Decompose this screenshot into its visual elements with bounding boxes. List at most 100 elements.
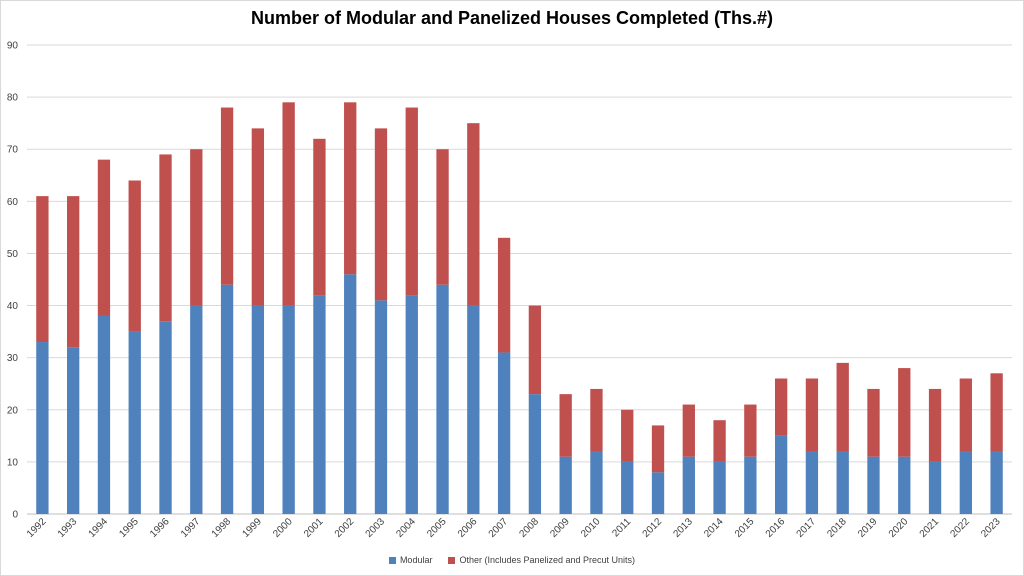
x-tick-label: 1995 xyxy=(117,516,141,540)
bar-other-1993 xyxy=(67,196,80,348)
x-tick-label: 1999 xyxy=(240,516,264,540)
bar-modular-1992 xyxy=(36,342,49,514)
y-tick-label: 70 xyxy=(7,145,19,156)
x-tick-label: 2022 xyxy=(948,516,972,540)
bar-modular-2003 xyxy=(374,300,388,514)
bar-other-1998 xyxy=(220,107,234,285)
bar-modular-2015 xyxy=(744,456,757,514)
x-tick-label: 1996 xyxy=(148,516,172,540)
bar-other-2006 xyxy=(467,123,480,306)
bar-modular-2018 xyxy=(836,451,849,514)
bar-modular-2016 xyxy=(774,435,788,514)
bar-other-1995 xyxy=(128,180,141,332)
bar-modular-2017 xyxy=(805,451,819,514)
y-tick-label: 60 xyxy=(7,197,19,208)
bar-modular-2008 xyxy=(528,394,542,514)
bar-other-2018 xyxy=(836,362,849,452)
bar-other-2016 xyxy=(774,378,788,436)
bar-other-1999 xyxy=(251,128,265,306)
x-tick-label: 1998 xyxy=(210,516,234,540)
bar-modular-1995 xyxy=(128,331,141,514)
x-tick-label: 2018 xyxy=(825,516,849,540)
bar-other-2001 xyxy=(313,138,326,296)
bar-modular-1994 xyxy=(97,315,111,514)
bar-other-2023 xyxy=(990,373,1003,452)
x-tick-label: 2017 xyxy=(795,516,819,540)
bar-other-1996 xyxy=(159,154,172,322)
bar-modular-2004 xyxy=(405,295,418,514)
x-tick-label: 2010 xyxy=(579,516,603,540)
bar-other-1994 xyxy=(97,159,111,316)
y-tick-label: 10 xyxy=(7,457,19,468)
bar-other-2009 xyxy=(559,394,572,457)
x-tick-label: 2002 xyxy=(333,516,357,540)
y-tick-label: 0 xyxy=(12,510,18,521)
x-tick-label: 2009 xyxy=(548,516,572,540)
bar-modular-2000 xyxy=(282,305,295,514)
bar-modular-2023 xyxy=(990,451,1003,514)
bar-modular-2012 xyxy=(651,472,665,514)
bar-other-2020 xyxy=(898,368,911,457)
bar-modular-2011 xyxy=(621,461,634,514)
legend-swatch-modular xyxy=(388,556,396,564)
bar-modular-2005 xyxy=(436,284,449,514)
y-tick-label: 40 xyxy=(7,301,19,312)
bar-other-2022 xyxy=(959,378,972,452)
chart-title: Number of Modular and Panelized Houses C… xyxy=(250,8,774,28)
legend-item-other: Other (Includes Panelized and Precut Uni… xyxy=(448,555,635,565)
bar-other-2015 xyxy=(744,404,757,457)
bar-other-2012 xyxy=(651,425,665,473)
x-tick-label: 2012 xyxy=(641,516,665,540)
x-tick-label: 2014 xyxy=(702,516,726,540)
bar-other-2017 xyxy=(805,378,819,452)
bar-modular-2014 xyxy=(713,461,726,514)
bar-modular-2013 xyxy=(682,456,695,514)
bar-modular-1999 xyxy=(251,305,265,514)
x-tick-label: 2006 xyxy=(456,516,480,540)
bar-modular-1997 xyxy=(190,305,203,514)
bar-modular-1993 xyxy=(67,347,80,514)
bar-other-2010 xyxy=(590,388,603,452)
bar-other-2011 xyxy=(621,409,634,462)
bar-other-2003 xyxy=(374,128,388,301)
bar-modular-2007 xyxy=(497,352,511,514)
x-tick-label: 2001 xyxy=(302,516,326,540)
x-tick-label: 2021 xyxy=(918,516,942,540)
y-tick-label: 20 xyxy=(7,405,19,416)
x-tick-label: 1993 xyxy=(56,516,80,540)
x-tick-label: 2020 xyxy=(887,516,911,540)
bar-modular-2021 xyxy=(928,461,942,514)
x-tick-label: 2005 xyxy=(425,516,449,540)
legend: Modular Other (Includes Panelized and Pr… xyxy=(0,555,1024,565)
x-tick-label: 2015 xyxy=(733,516,757,540)
x-tick-label: 1992 xyxy=(25,516,49,540)
bar-modular-1998 xyxy=(220,284,234,514)
x-tick-label: 1997 xyxy=(179,516,203,540)
legend-label-modular: Modular xyxy=(399,555,433,565)
y-tick-label: 50 xyxy=(7,249,19,260)
x-tick-label: 2016 xyxy=(764,516,788,540)
bar-other-2000 xyxy=(282,102,295,306)
x-tick-label: 2000 xyxy=(271,516,295,540)
bar-modular-2020 xyxy=(898,456,911,514)
bar-other-2021 xyxy=(928,388,942,462)
x-tick-label: 2004 xyxy=(394,516,418,540)
bar-modular-1996 xyxy=(159,321,172,514)
legend-swatch-other xyxy=(448,556,456,564)
bar-other-2008 xyxy=(528,305,542,395)
x-tick-label: 2008 xyxy=(518,516,542,540)
x-tick-label: 2013 xyxy=(671,516,695,540)
x-tick-label: 2003 xyxy=(364,516,388,540)
y-tick-label: 30 xyxy=(7,353,19,364)
bar-other-2004 xyxy=(405,107,418,296)
bar-other-2007 xyxy=(497,237,511,353)
y-tick-label: 90 xyxy=(7,41,19,52)
bar-other-2019 xyxy=(867,388,880,457)
y-tick-label: 80 xyxy=(7,93,19,104)
bar-modular-2019 xyxy=(867,456,880,514)
bar-modular-2009 xyxy=(559,456,572,514)
bar-other-2002 xyxy=(344,102,357,275)
bar-other-2014 xyxy=(713,420,726,462)
x-tick-label: 1994 xyxy=(87,516,111,540)
